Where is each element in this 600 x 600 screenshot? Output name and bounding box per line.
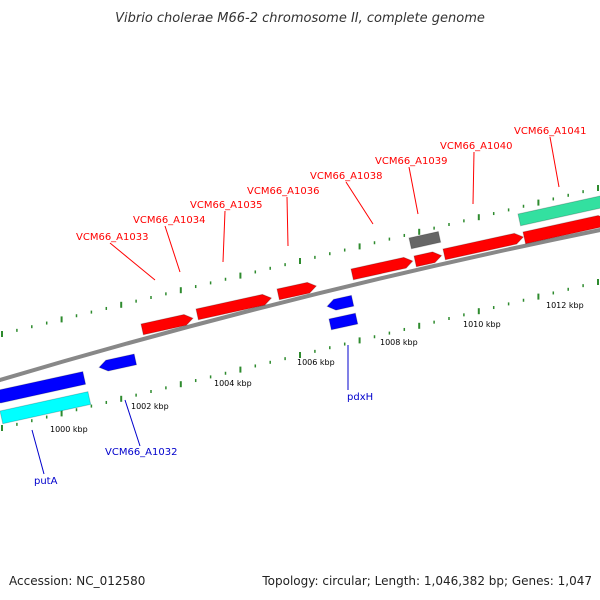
gene-puta-rna[interactable] (0, 391, 92, 425)
kbp-label-1008: 1008 kbp (380, 338, 418, 347)
gene-label-vcm66-a1032[interactable]: VCM66_A1032 (105, 447, 177, 458)
leader-line-forward-4 (345, 181, 374, 225)
leader-line-forward-2 (222, 210, 226, 263)
gene-features (0, 194, 600, 425)
kbp-label-1000: 1000 kbp (50, 425, 88, 434)
topology-text: Topology: circular; Length: 1,046,382 bp… (262, 574, 592, 588)
gene-label-vcm66-a1034[interactable]: VCM66_A1034 (133, 215, 205, 226)
gene-label-vcm66-a1040[interactable]: VCM66_A1040 (440, 141, 512, 152)
leader-line-forward-5 (408, 166, 419, 215)
gene-pdxh[interactable] (326, 294, 355, 311)
gene-label-vcm66-a1036[interactable]: VCM66_A1036 (247, 186, 319, 197)
gene-vcm66-a1039-pseudo[interactable] (408, 230, 442, 250)
gene-vcm66-a1035[interactable] (276, 281, 318, 301)
genome-backbone (0, 228, 600, 383)
tick-marks (1, 185, 599, 431)
accession-text: Accession: NC_012580 (9, 574, 146, 588)
gene-vcm66-a1040[interactable] (522, 214, 600, 245)
gene-label-vcm66-a1041[interactable]: VCM66_A1041 (514, 126, 586, 137)
label-leader-lines (31, 136, 560, 475)
kbp-label-1004: 1004 kbp (214, 379, 252, 388)
gene-vcm66-a1038[interactable] (413, 250, 443, 268)
gene-vcm66-a1034[interactable] (195, 293, 273, 321)
gene-vcm66-a1033[interactable] (140, 313, 194, 336)
gene-vcm66-a1041[interactable] (517, 194, 600, 227)
leader-line-forward-7 (549, 136, 560, 188)
gene-puta[interactable] (0, 370, 87, 405)
gene-label-pdxh[interactable]: pdxH (347, 392, 373, 403)
gene-vcm66-a1039[interactable] (442, 232, 525, 261)
leader-line-forward-6 (472, 151, 475, 205)
leader-line-reverse-0 (31, 429, 45, 475)
kbp-label-1006: 1006 kbp (297, 358, 335, 367)
gene-label-puta[interactable]: putA (34, 476, 58, 487)
leader-line-forward-1 (164, 225, 181, 273)
gene-pdxh-2[interactable] (328, 312, 359, 331)
kbp-label-1012: 1012 kbp (546, 301, 584, 310)
kbp-label-1010: 1010 kbp (463, 320, 501, 329)
gene-label-vcm66-a1033[interactable]: VCM66_A1033 (76, 232, 148, 243)
gene-vcm66-a1036[interactable] (350, 256, 414, 281)
leader-line-reverse-1 (124, 399, 141, 447)
gene-vcm66-a1032[interactable] (98, 353, 138, 373)
gene-label-vcm66-a1038[interactable]: VCM66_A1038 (310, 171, 382, 182)
leader-line-forward-3 (286, 196, 289, 247)
map-title: Vibrio cholerae M66-2 chromosome II, com… (115, 11, 485, 26)
gene-label-vcm66-a1035[interactable]: VCM66_A1035 (190, 200, 262, 211)
kbp-label-1002: 1002 kbp (131, 402, 169, 411)
leader-line-forward-0 (109, 242, 156, 281)
gene-label-vcm66-a1039[interactable]: VCM66_A1039 (375, 156, 447, 167)
